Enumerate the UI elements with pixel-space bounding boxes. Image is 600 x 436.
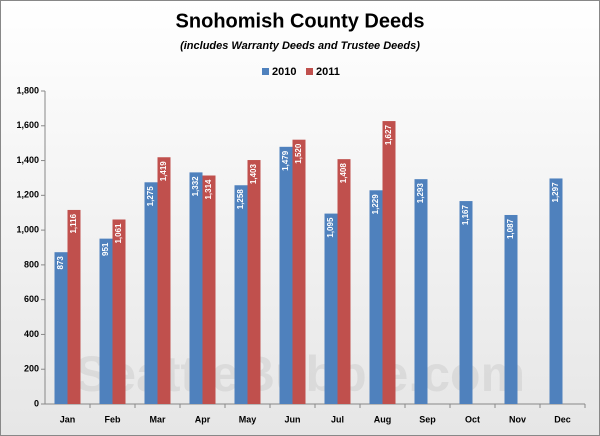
x-tick-label: Nov xyxy=(509,414,526,424)
y-tick-label: 1,800 xyxy=(16,85,39,95)
bar xyxy=(414,179,428,404)
y-tick-label: 0 xyxy=(34,398,39,408)
bar xyxy=(279,146,293,404)
bar xyxy=(189,172,203,404)
bar xyxy=(67,209,81,404)
bar xyxy=(549,178,563,404)
x-tick-label: Jul xyxy=(331,414,344,424)
x-tick-label: Aug xyxy=(374,414,392,424)
bar xyxy=(234,185,248,404)
value-label: 1,095 xyxy=(326,217,335,238)
value-label: 1,229 xyxy=(371,194,380,215)
value-label: 1,408 xyxy=(339,163,348,184)
x-tick-label: Sep xyxy=(419,414,436,424)
x-tick-label: Jan xyxy=(60,414,76,424)
bar xyxy=(324,213,338,404)
value-label: 1,275 xyxy=(146,186,155,207)
y-tick-label: 1,600 xyxy=(16,120,39,130)
legend-swatch xyxy=(306,68,313,75)
value-label: 1,479 xyxy=(281,150,290,171)
value-label: 1,520 xyxy=(294,143,303,164)
value-label: 1,627 xyxy=(384,125,393,146)
value-label: 1,258 xyxy=(236,189,245,210)
bar xyxy=(54,252,68,404)
bar xyxy=(157,157,171,404)
legend-label: 2011 xyxy=(316,66,340,78)
bar xyxy=(369,190,383,404)
value-label: 1,293 xyxy=(416,183,425,204)
y-tick-label: 1,000 xyxy=(16,224,39,234)
x-tick-label: Feb xyxy=(104,414,121,424)
value-label: 1,332 xyxy=(191,176,200,197)
y-tick-label: 600 xyxy=(24,294,39,304)
bar xyxy=(382,121,396,405)
legend-label: 2010 xyxy=(272,66,296,78)
value-label: 1,167 xyxy=(461,205,470,226)
x-tick-label: May xyxy=(239,414,257,424)
x-tick-label: Apr xyxy=(195,414,211,424)
y-tick-label: 1,400 xyxy=(16,155,39,165)
chart-subtitle: (includes Warranty Deeds and Trustee Dee… xyxy=(180,40,420,52)
x-tick-label: Mar xyxy=(149,414,166,424)
value-label: 1,314 xyxy=(204,179,213,200)
bar xyxy=(459,201,473,404)
bar xyxy=(247,160,261,404)
y-tick-label: 800 xyxy=(24,259,39,269)
x-tick-label: Oct xyxy=(465,414,480,424)
value-label: 951 xyxy=(101,242,110,256)
chart-title: Snohomish County Deeds xyxy=(176,10,425,32)
value-label: 1,116 xyxy=(69,213,78,233)
bar xyxy=(504,214,518,404)
y-tick-label: 400 xyxy=(24,329,39,339)
value-label: 1,419 xyxy=(159,161,168,182)
y-tick-label: 1,200 xyxy=(16,190,39,200)
value-label: 873 xyxy=(56,256,65,270)
legend-swatch xyxy=(262,68,269,75)
bar xyxy=(292,139,306,404)
bar xyxy=(202,175,216,404)
bar xyxy=(337,159,351,404)
value-label: 1,403 xyxy=(249,163,258,184)
bar xyxy=(112,219,126,404)
value-label: 1,297 xyxy=(551,182,560,203)
bar xyxy=(99,238,113,404)
y-tick-label: 200 xyxy=(24,364,39,374)
bar xyxy=(144,182,158,404)
x-tick-label: Dec xyxy=(554,414,571,424)
value-label: 1,087 xyxy=(506,218,515,239)
x-tick-label: Jun xyxy=(284,414,300,424)
value-label: 1,061 xyxy=(114,223,123,244)
